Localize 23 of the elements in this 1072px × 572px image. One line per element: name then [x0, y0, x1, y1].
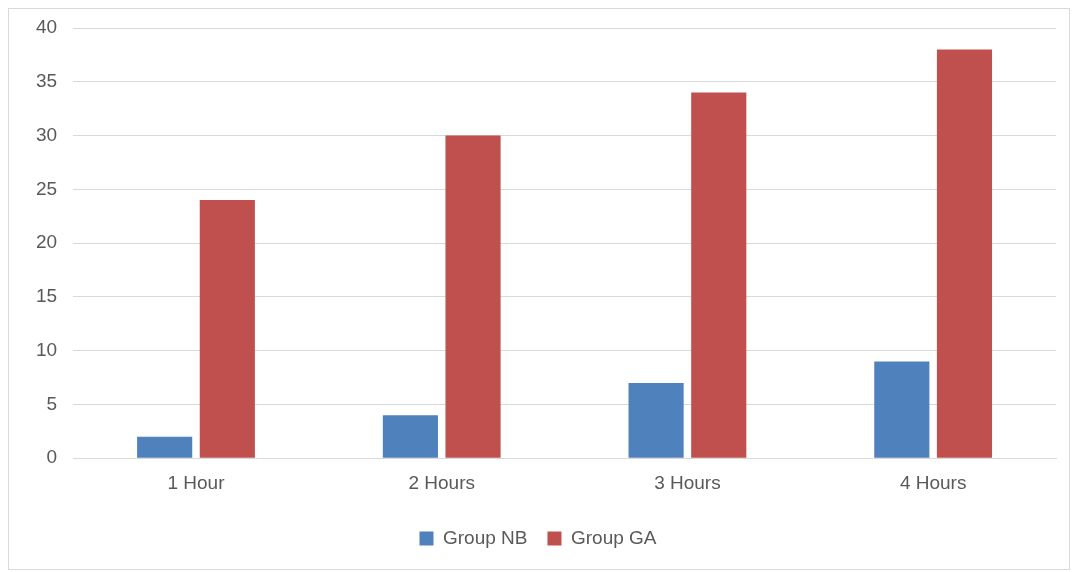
y-tick-label: 0 [46, 446, 58, 468]
x-tick-label: 1 Hour [167, 471, 226, 493]
bar [936, 49, 993, 458]
bar [199, 200, 255, 458]
legend-label: Group NB [442, 526, 528, 548]
y-tick-label: 10 [35, 338, 58, 360]
x-tick-label: 4 Hours [899, 471, 967, 493]
legend-label: Group GA [570, 526, 657, 548]
bar [628, 382, 684, 458]
y-tick-label: 40 [35, 16, 58, 38]
y-tick-label: 30 [35, 123, 58, 145]
bar [137, 436, 193, 458]
bar [874, 361, 930, 458]
x-tick-label: 3 Hours [654, 471, 721, 493]
bar [691, 92, 747, 458]
y-tick-label: 15 [35, 285, 58, 307]
y-tick-label: 20 [35, 231, 58, 253]
bar [445, 135, 501, 458]
x-tick-label: 2 Hours [408, 471, 475, 493]
y-tick-label: 35 [35, 70, 58, 92]
y-tick-label: 25 [35, 177, 58, 199]
y-tick-label: 5 [46, 392, 58, 414]
bar [382, 415, 438, 458]
